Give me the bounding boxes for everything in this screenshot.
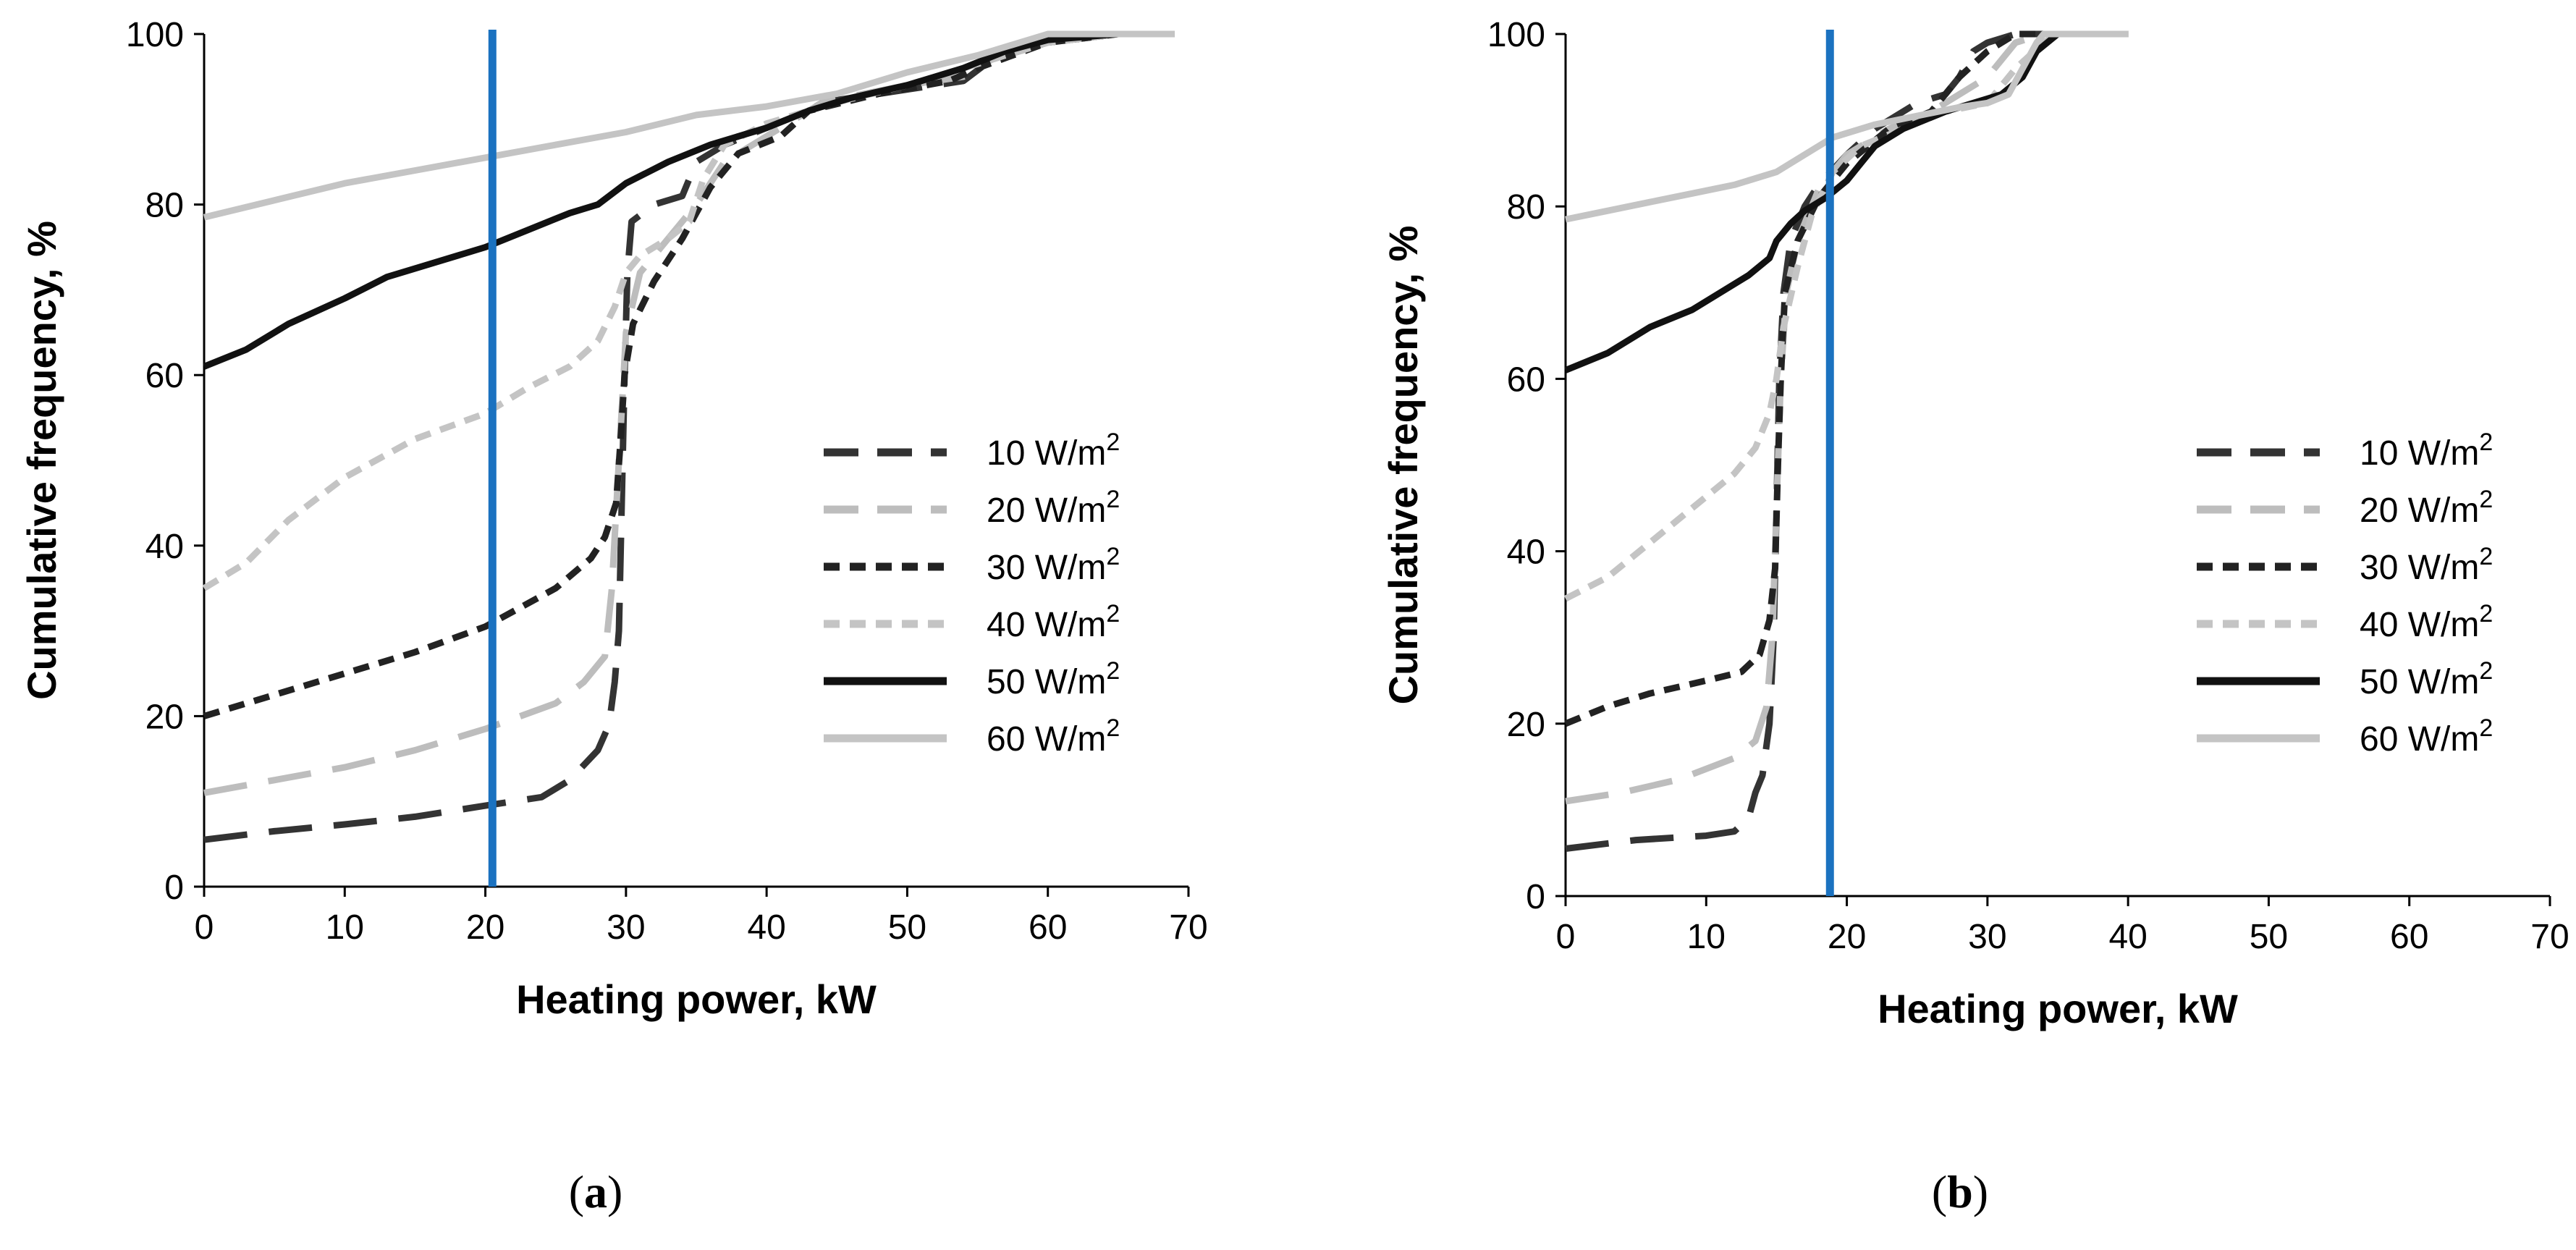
series-line-30-wm2: [203, 30, 1175, 719]
legend-entry-50-wm2: 50 W/m2: [987, 657, 1120, 701]
x-tick-label: 0: [195, 908, 214, 947]
x-tick-label: 40: [2108, 918, 2147, 956]
legend-entry-30-wm2: 30 W/m2: [2360, 543, 2493, 587]
subfigure-label: (b): [1932, 1166, 1988, 1217]
y-tick-label: 80: [1507, 188, 1545, 227]
y-tick-label: 20: [1507, 706, 1545, 744]
x-axis-title: Heating power, kW: [1878, 986, 2238, 1031]
legend-entry-30-wm2: 30 W/m2: [987, 543, 1120, 587]
series-line-60-wm2: [203, 30, 1175, 221]
legend-entry-20-wm2: 20 W/m2: [2360, 486, 2493, 530]
y-tick-label: 0: [1526, 878, 1545, 916]
series-line-20-wm2: [203, 30, 1175, 796]
subfigure-label: (a): [569, 1166, 623, 1217]
x-tick-label: 20: [466, 908, 504, 947]
y-tick-label: 60: [145, 357, 184, 395]
x-tick-label: 30: [607, 908, 645, 947]
y-tick-label: 80: [145, 187, 184, 225]
series-line-40-wm2: [1563, 30, 2129, 602]
legend-entry-40-wm2: 40 W/m2: [2360, 600, 2493, 644]
legend-entry-10-wm2: 10 W/m2: [987, 428, 1120, 473]
x-tick-label: 60: [1029, 908, 1067, 947]
y-axis-title: Cumulative frequency, %: [1380, 226, 1426, 705]
y-tick-label: 40: [1507, 533, 1545, 572]
x-tick-label: 70: [1169, 908, 1207, 947]
legend-entry-50-wm2: 50 W/m2: [2360, 657, 2493, 701]
legend: 10 W/m2 20 W/m2 30 W/m2 40 W/m2 50 W/m2 60 W/…: [824, 428, 1120, 759]
legend-entry-60-wm2: 60 W/m2: [2360, 714, 2493, 759]
y-tick-label: 20: [145, 698, 184, 736]
series-line-50-wm2: [203, 30, 1175, 370]
x-tick-label: 10: [1687, 918, 1726, 956]
legend: 10 W/m2 20 W/m2 30 W/m2 40 W/m2 50 W/m2 60 W/…: [2197, 428, 2493, 759]
legend-entry-60-wm2: 60 W/m2: [987, 714, 1120, 759]
series-line-30-wm2: [1564, 30, 2129, 727]
x-axis-title: Heating power, kW: [516, 976, 877, 1022]
x-tick-label: 60: [2390, 918, 2428, 956]
series-line-20-wm2: [1565, 30, 2129, 805]
y-tick-label: 100: [126, 16, 184, 54]
series-line-60-wm2: [1565, 30, 2129, 223]
y-tick-label: 60: [1507, 360, 1545, 399]
x-tick-label: 10: [326, 908, 364, 947]
legend-entry-10-wm2: 10 W/m2: [2360, 428, 2493, 473]
x-tick-label: 30: [1968, 918, 2006, 956]
y-axis-title: Cumulative frequency, %: [19, 221, 64, 700]
x-tick-label: 20: [1828, 918, 1866, 956]
legend-entry-20-wm2: 20 W/m2: [987, 486, 1120, 530]
x-tick-label: 50: [888, 908, 926, 947]
chart-panel-a: 0 20 40 60 80 100 0 10 20 30 40 50 60 70 Heating power…: [19, 16, 1208, 1217]
chart-panel-b: 0 20 40 60 80 100 0 10 20 30 40 50 60 70 Heating power…: [1380, 16, 2569, 1217]
x-tick-label: 70: [2530, 918, 2569, 956]
x-tick-label: 0: [1556, 918, 1576, 956]
x-tick-label: 40: [747, 908, 785, 947]
x-tick-label: 50: [2250, 918, 2288, 956]
y-tick-label: 0: [164, 869, 184, 907]
y-tick-label: 100: [1487, 16, 1545, 54]
legend-entry-40-wm2: 40 W/m2: [987, 600, 1120, 644]
y-tick-label: 40: [145, 528, 184, 566]
series-line-10-wm2: [203, 30, 1175, 843]
series-line-10-wm2: [1565, 30, 2129, 852]
